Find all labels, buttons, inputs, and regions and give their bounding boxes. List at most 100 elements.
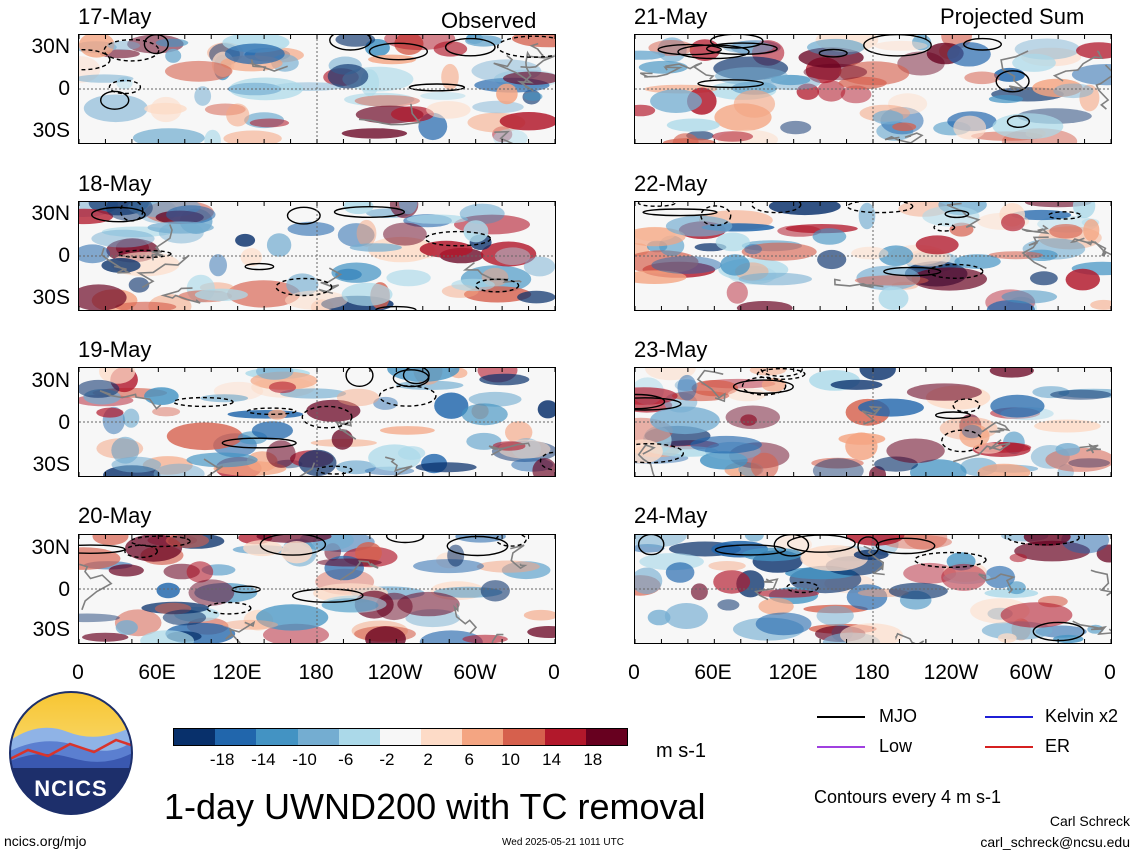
contour [539,451,555,471]
coastline [225,620,256,643]
observed-title: Observed [441,8,537,33]
field-blob [132,128,205,143]
contour [875,537,936,555]
footer-author: Carl Schreck [1049,813,1130,829]
field-blob [317,558,382,567]
y-tick-0: 0 [58,578,70,601]
x-tick: 60W [1009,661,1053,684]
contour [1007,535,1080,546]
field-blob [650,406,720,435]
field-blob [165,60,233,82]
field-blob [720,254,750,276]
coastline [978,573,1016,594]
field-blob [740,414,757,426]
coastline [863,545,885,576]
field-blob [224,43,285,65]
map-panel [634,367,1112,477]
colorbar-cell [503,729,546,745]
field-blob [1001,213,1025,232]
field-blob [461,403,508,426]
field-blob [1001,290,1058,304]
map-panel [78,34,556,144]
field-blob [505,421,533,444]
field-blob [386,269,431,287]
x-tick: 120W [367,661,423,684]
coastline [1086,239,1107,257]
field-blob [664,603,708,629]
colorbar-cell [215,729,258,745]
field-blob [96,438,144,459]
footer-email[interactable]: carl_schreck@ncsu.edu [980,834,1130,850]
colorbar-cell [421,729,464,745]
field-blob [268,381,297,394]
y-tick-0: 0 [58,77,70,100]
field-blob [406,214,468,224]
contour [705,42,778,56]
coastline [520,42,555,69]
field-blob [892,122,917,132]
field-blob [878,286,909,310]
field-blob [840,623,903,643]
field-blob [796,83,819,100]
colorbar-tick-label: -14 [251,750,276,769]
coastline [453,603,478,635]
contour [635,443,684,464]
field-blob [816,605,854,626]
field-blob [733,90,776,118]
field-blob [341,128,408,139]
x-tick: 0 [72,661,84,684]
field-blob [468,391,522,407]
field-blob [635,270,687,284]
field-blob [650,89,702,113]
contour [385,535,425,544]
field-blob [266,233,292,257]
coastline [151,224,173,261]
field-blob [635,104,656,117]
field-blob [886,438,945,464]
y-tick-30s: 30S [32,453,70,476]
coastline [1052,50,1104,82]
field-blob [1055,443,1081,456]
field-blob [373,396,398,410]
field-blob [415,462,477,473]
field-blob [838,433,886,445]
field-blob [817,80,846,102]
colorbar-unit: m s-1 [656,740,706,762]
colorbar-tick-label: 10 [500,750,520,769]
contour [103,38,160,62]
legend-line-mjo [817,716,865,718]
panel-date-right-4: 24-May [634,503,708,528]
coastline [335,421,357,440]
field-blob [954,254,1001,269]
field-blob [165,48,182,63]
field-blob [420,91,466,100]
field-blob [635,535,687,548]
field-blob [451,278,495,292]
field-blob [736,301,793,310]
field-blob [1049,224,1083,239]
field-blob [872,110,904,125]
contour [637,535,665,556]
x-tick: 180 [854,661,890,684]
field-blob [888,582,948,600]
y-tick-30n: 30N [31,202,70,225]
x-tick: 120E [768,661,818,684]
field-blob [281,541,313,564]
footer-url[interactable]: ncics.org/mjo [4,833,87,849]
contour [119,202,144,222]
coastline [1072,620,1111,635]
field-blob [115,620,138,635]
ncics-logo-graphic [9,691,133,815]
field-blob [336,460,376,475]
panel-date-left-1: 17-May [78,4,152,29]
field-blob [511,35,555,48]
field-blob [91,229,155,248]
contour [642,208,718,217]
field-blob [874,40,928,51]
field-blob [365,626,406,643]
field-blob [479,373,530,386]
field-blob [466,432,502,450]
contour [286,206,321,225]
contour [124,544,158,559]
y-tick-0: 0 [58,244,70,267]
